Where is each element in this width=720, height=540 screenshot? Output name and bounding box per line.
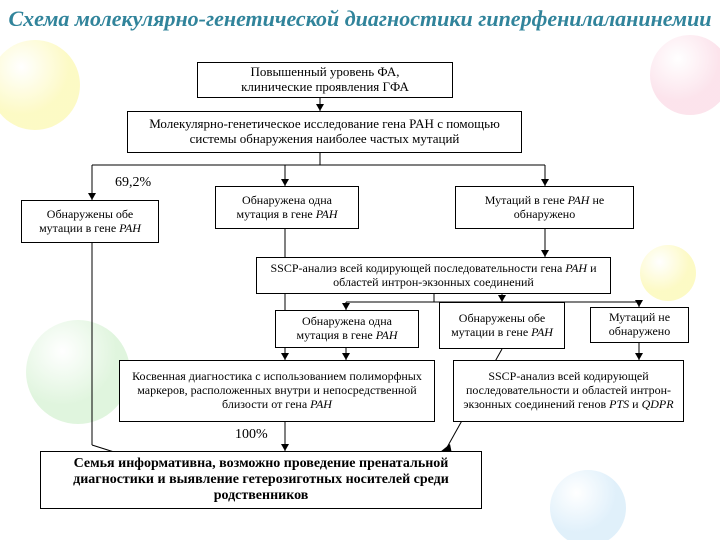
node-n3: Обнаружены обе мутации в гене PAH xyxy=(21,200,159,243)
node-n4: Обнаружена одна мутация в гене PAH xyxy=(215,186,359,229)
diagram-root: { "title": { "text": "Схема молекулярно-… xyxy=(0,0,720,540)
percent-100: 100% xyxy=(235,427,268,443)
node-n9: Мутаций не обнаружено xyxy=(590,307,689,343)
node-n11: SSCP-анализ всей кодирующей последовател… xyxy=(453,360,684,422)
percent-69: 69,2% xyxy=(115,175,151,191)
node-n5: Мутаций в гене PAH не обнаружено xyxy=(455,186,634,229)
node-n12: Семья информативна, возможно проведение … xyxy=(40,451,482,509)
node-n10: Косвенная диагностика с использованием п… xyxy=(119,360,435,422)
node-n6: SSCP-анализ всей кодирующей последовател… xyxy=(256,257,611,294)
node-n2: Молекулярно-генетическое исследование ге… xyxy=(127,111,522,153)
node-n7: Обнаружена одна мутация в гене PAH xyxy=(275,310,419,348)
node-n1: Повышенный уровень ФА,клинические проявл… xyxy=(197,62,453,98)
node-n8: Обнаружены обе мутации в гене PAH xyxy=(439,302,565,349)
